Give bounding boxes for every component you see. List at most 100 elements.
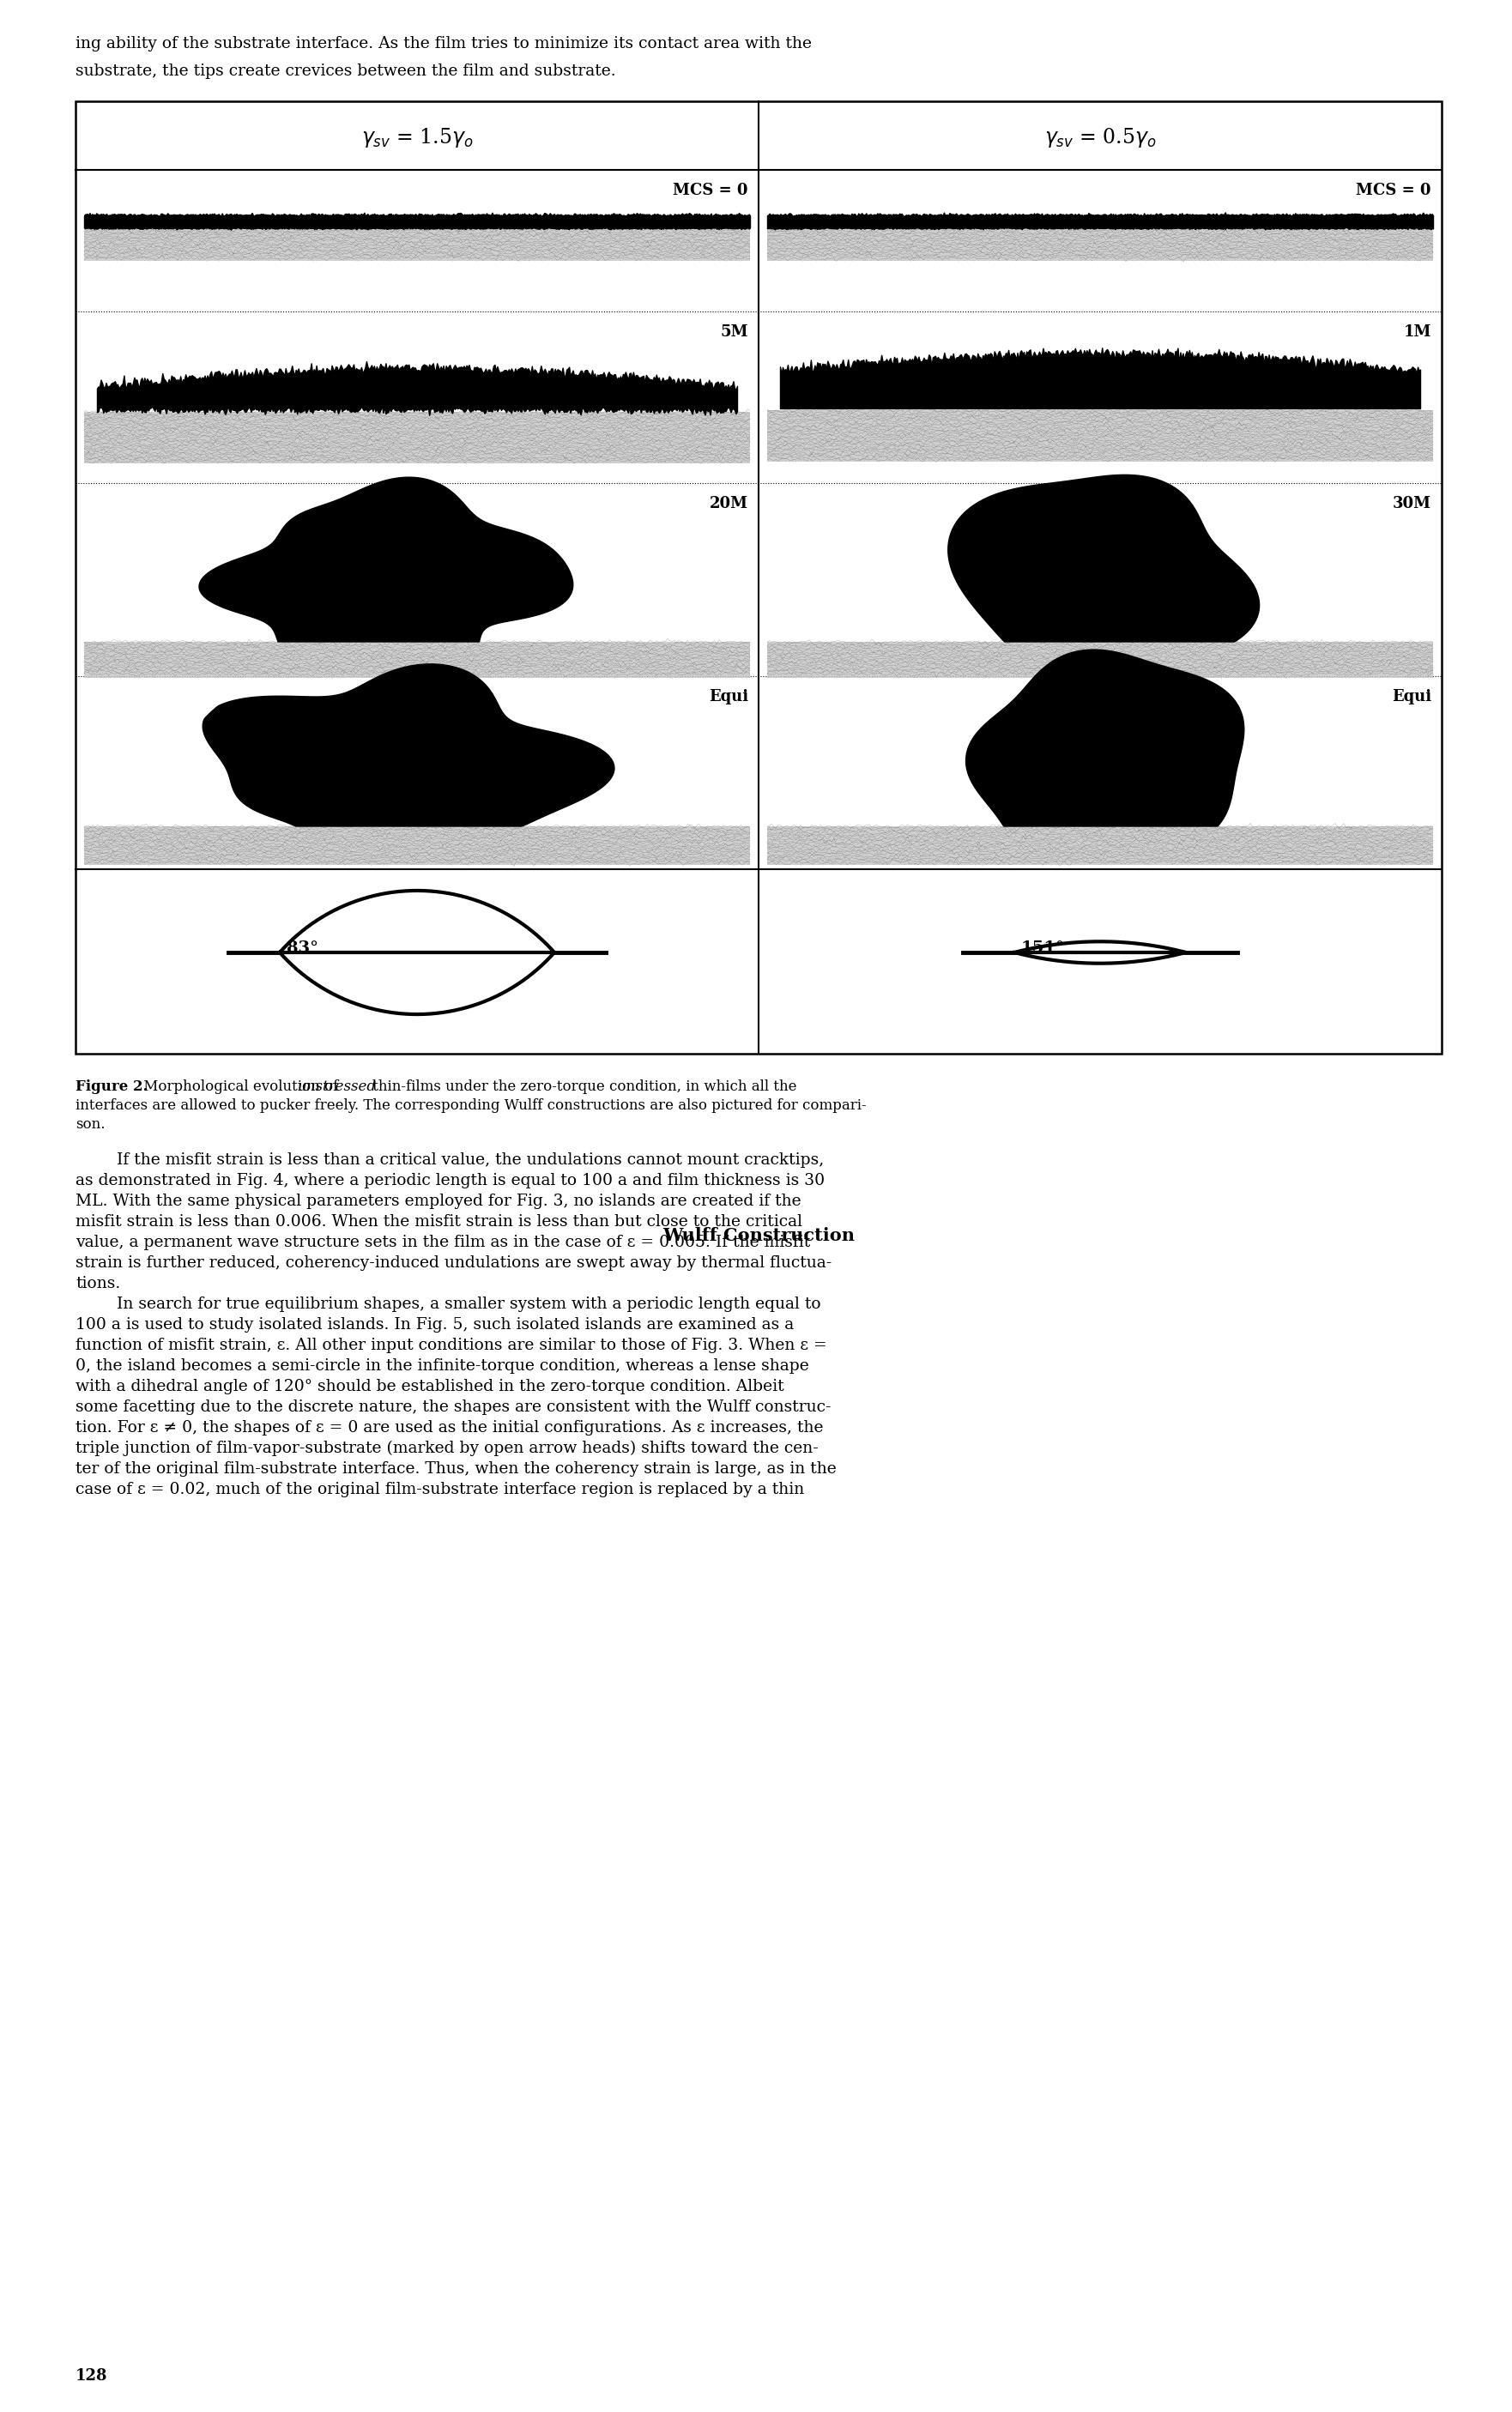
Point (1309, 415, 1334, 453)
Point (507, 410, 531, 449)
Point (236, 224, 260, 263)
Point (1226, 820, 1250, 859)
Point (225, 830, 249, 868)
Point (839, 391, 863, 429)
Point (593, 420, 617, 458)
Point (854, 393, 878, 432)
Point (511, 434, 535, 473)
Point (776, 818, 800, 856)
Point (874, 835, 898, 873)
Point (564, 400, 588, 439)
Point (522, 396, 546, 434)
Point (1204, 427, 1228, 466)
Point (197, 634, 221, 673)
Point (637, 236, 661, 275)
Point (1270, 839, 1294, 878)
Point (1169, 439, 1193, 478)
Point (835, 654, 859, 692)
Point (1411, 405, 1435, 444)
Point (856, 634, 880, 673)
Point (1356, 229, 1380, 268)
Point (895, 839, 919, 878)
Point (118, 625, 142, 663)
Point (838, 808, 862, 847)
Point (1151, 441, 1175, 480)
Point (652, 432, 676, 470)
Point (1406, 217, 1430, 256)
Point (200, 625, 224, 663)
Point (635, 837, 659, 876)
Point (937, 420, 962, 458)
Point (494, 222, 519, 260)
Point (1139, 232, 1163, 270)
Point (881, 437, 906, 475)
Point (339, 634, 363, 673)
Point (94, 815, 118, 854)
Point (523, 398, 547, 437)
Point (1167, 627, 1191, 666)
Point (390, 827, 414, 866)
Point (615, 439, 640, 478)
Point (1013, 408, 1037, 446)
Point (1352, 434, 1376, 473)
Point (863, 396, 888, 434)
Point (655, 639, 679, 678)
Point (1173, 227, 1198, 265)
Point (623, 412, 647, 451)
Point (73, 827, 97, 866)
Point (327, 415, 351, 453)
Point (992, 815, 1016, 854)
Point (1411, 820, 1435, 859)
Point (891, 212, 915, 251)
Point (1122, 630, 1146, 668)
Point (829, 427, 853, 466)
Point (617, 441, 641, 480)
Point (1027, 837, 1051, 876)
Point (1374, 234, 1399, 273)
Point (257, 632, 281, 671)
Point (591, 229, 615, 268)
Point (682, 408, 706, 446)
Point (705, 224, 729, 263)
Point (606, 236, 631, 275)
Point (429, 639, 454, 678)
Point (738, 236, 762, 275)
Point (590, 219, 614, 258)
Point (198, 832, 222, 871)
Point (1173, 408, 1198, 446)
Point (957, 820, 981, 859)
Point (1167, 639, 1191, 678)
Point (497, 627, 522, 666)
Point (674, 844, 699, 883)
Point (918, 405, 942, 444)
Point (579, 625, 603, 663)
Point (308, 210, 333, 248)
Point (696, 444, 720, 482)
Point (981, 434, 1005, 473)
Point (1061, 656, 1086, 695)
Point (166, 637, 191, 675)
Point (354, 429, 378, 468)
Point (1250, 410, 1275, 449)
Point (526, 830, 550, 868)
Point (334, 212, 358, 251)
Point (547, 429, 572, 468)
Point (1293, 396, 1317, 434)
Point (972, 830, 996, 868)
Point (1263, 215, 1287, 253)
Point (1311, 632, 1335, 671)
Point (499, 239, 523, 277)
Point (1086, 217, 1110, 256)
Point (493, 215, 517, 253)
Point (1039, 847, 1063, 885)
Point (1175, 813, 1199, 851)
Point (1089, 646, 1113, 685)
Point (851, 658, 875, 697)
Point (228, 820, 253, 859)
Point (931, 642, 956, 680)
Point (1335, 832, 1359, 871)
Point (1293, 400, 1317, 439)
Point (268, 236, 292, 275)
Point (1334, 410, 1358, 449)
Point (590, 425, 614, 463)
